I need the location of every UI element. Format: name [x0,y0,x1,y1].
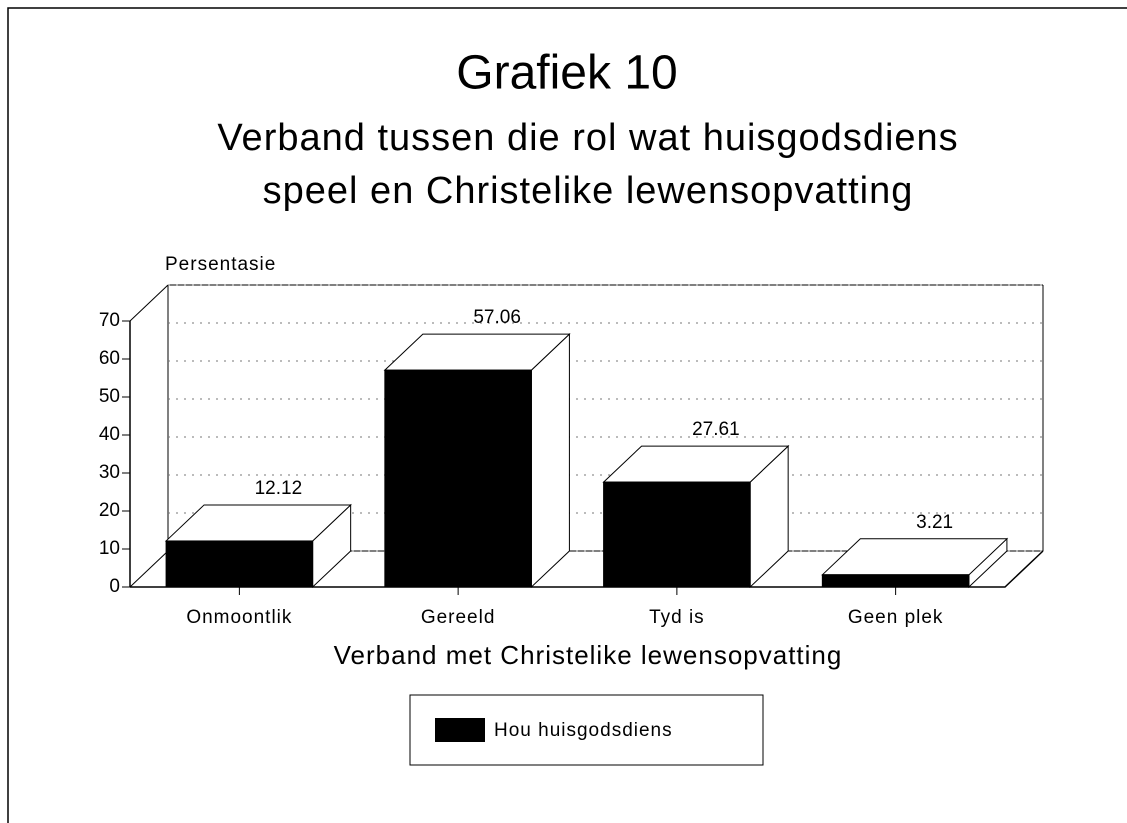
bar [384,369,532,588]
data-label: 12.12 [255,478,303,499]
chart-subtitle: Verband tussen die rol wat huisgodsdiens [217,117,958,159]
y-tick-label: 40 [99,424,120,445]
legend-label: Hou huisgodsdiens [494,720,673,741]
chart-subtitle: speel en Christelike lewensopvatting [263,170,914,212]
y-tick-label: 0 [109,576,120,597]
x-tick-label: Geen plek [848,607,944,628]
chart-title: Grafiek 10 [456,47,677,100]
x-tick-label: Onmoontlik [186,607,292,628]
bar [821,574,970,588]
frame [7,7,1127,823]
y-tick-label: 70 [99,310,120,331]
data-label: 3.21 [916,512,953,533]
y-tick-label: 60 [99,348,120,369]
y-tick-label: 50 [99,386,120,407]
data-label: 57.06 [473,307,521,328]
y-tick-label: 30 [99,462,120,483]
x-tick-label: Tyd is [649,607,705,628]
data-label: 27.61 [692,419,740,440]
x-axis-label: Verband met Christelike lewensopvatting [334,640,843,670]
x-tick-label: Gereeld [421,607,496,628]
y-axis-label: Persentasie [165,254,276,275]
bar [165,540,314,588]
y-tick-label: 10 [99,538,120,559]
y-tick-label: 20 [99,500,120,521]
legend-swatch [435,718,485,742]
floor [129,550,169,588]
bar-side [530,333,570,589]
bar [603,481,751,588]
top-edge [129,284,169,322]
